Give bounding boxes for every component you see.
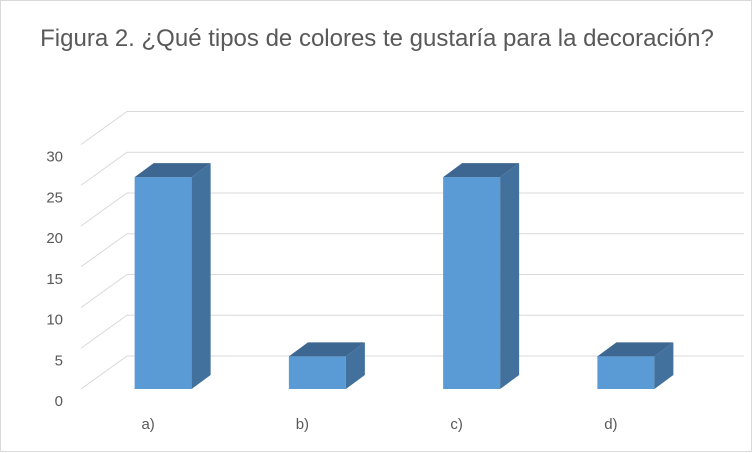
- x-tick-label: b): [296, 416, 309, 433]
- bar-top: [443, 163, 520, 178]
- bar-top: [597, 342, 674, 357]
- bar-top: [134, 163, 211, 178]
- gridline: [80, 233, 744, 268]
- y-tick-label: 25: [46, 189, 63, 206]
- gridline: [80, 274, 744, 308]
- chart-title: Figura 2. ¿Qué tipos de colores te gusta…: [40, 25, 714, 52]
- y-tick-label: 0: [55, 393, 63, 410]
- bar-front: [134, 177, 192, 389]
- gridline: [80, 355, 744, 390]
- gridline: [80, 314, 744, 349]
- x-tick-label: a): [141, 416, 154, 433]
- gridline: [80, 192, 744, 227]
- y-tick-label: 5: [55, 352, 63, 369]
- bar-side: [345, 342, 365, 389]
- bar-side: [654, 342, 674, 389]
- x-tick-label: c): [450, 416, 463, 433]
- y-tick-label: 15: [46, 271, 63, 288]
- bar-side: [500, 163, 520, 389]
- bar-top: [288, 342, 365, 357]
- y-tick-label: 10: [46, 312, 63, 329]
- bar-front: [443, 177, 501, 389]
- bar-front: [288, 356, 346, 389]
- gridline: [80, 111, 744, 145]
- x-tick-label: d): [604, 416, 617, 433]
- bar-side: [191, 163, 211, 389]
- bar-front: [597, 356, 655, 389]
- y-tick-label: 20: [46, 230, 63, 247]
- gridline: [80, 151, 744, 186]
- y-tick-label: 30: [46, 149, 63, 166]
